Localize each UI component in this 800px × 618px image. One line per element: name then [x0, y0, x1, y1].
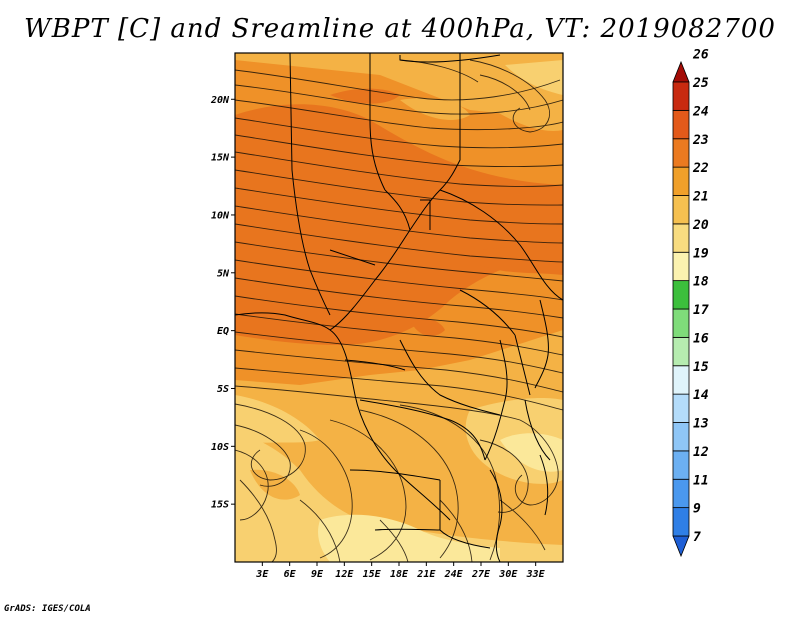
- lon-tick-label: 21E: [416, 569, 436, 580]
- wbpt-19-patch-se: [500, 433, 563, 472]
- colorbar-box: [672, 507, 690, 537]
- colorbar-box: [672, 422, 690, 452]
- colorbar-level-label: 19: [693, 246, 709, 261]
- lon-tick-label: 6E: [284, 569, 297, 580]
- wbpt-21-patch-s: [250, 469, 300, 500]
- lon-tick-label: 9E: [311, 569, 324, 580]
- colorbar-box: [672, 81, 690, 111]
- colorbar-box: [672, 138, 690, 168]
- colorbar-box: [672, 280, 690, 310]
- colorbar-level-label: 21: [692, 190, 709, 205]
- colorbar-box: [672, 450, 690, 480]
- colorbar-box: [672, 166, 690, 196]
- colorbar-box: [672, 251, 690, 282]
- colorbar-box: [672, 195, 690, 225]
- colorbar-min-triangle: [672, 535, 690, 558]
- colorbar-box: [672, 393, 690, 423]
- lat-tick-label: 10N: [211, 210, 230, 221]
- lon-tick-label: 15E: [363, 569, 382, 580]
- lon-tick-label: 3E: [255, 569, 269, 580]
- lat-tick-label: EQ: [217, 326, 229, 337]
- colorbar-box: [672, 365, 690, 395]
- country-borders: [235, 53, 563, 562]
- wbpt-20-patch-north: [400, 98, 470, 120]
- colorbar-level-label: 9: [693, 502, 701, 517]
- lon-tick-label: 24E: [444, 569, 464, 580]
- colorbar-level-label: 15: [693, 360, 709, 375]
- latitude-axis: 20N 15N 10N 5N EQ 5S 10S 15S: [210, 95, 235, 511]
- lon-tick-label: 12E: [335, 569, 354, 580]
- colorbar-level-label: 20: [692, 218, 709, 233]
- colorbar-level-label: 18: [693, 275, 709, 290]
- longitude-axis: 3E 6E 9E 12E 15E 18E 21E 24E 27E 30E 33E: [255, 562, 546, 580]
- wbpt-19-patch-ne: [505, 60, 563, 95]
- lat-tick-label: 10S: [211, 442, 229, 453]
- grads-credit: GrADS: IGES/COLA: [4, 604, 91, 614]
- map-title: WBPT [C] and Sreamline at 400hPa, VT: 20…: [24, 14, 776, 44]
- wbpt-shading: [235, 53, 563, 562]
- lon-tick-label: 18E: [390, 569, 409, 580]
- colorbar-level-label: 22: [692, 161, 709, 176]
- colorbar-box: [672, 109, 690, 140]
- wbpt-23-patch-s: [410, 318, 445, 336]
- colorbar-box: [672, 478, 690, 509]
- colorbar-level-label: 25: [692, 76, 709, 91]
- colorbar-level-label: 14: [693, 388, 709, 403]
- colorbar-level-label: 24: [692, 104, 709, 119]
- lon-tick-label: 27E: [471, 569, 491, 580]
- colorbar-level-label: 13: [693, 417, 709, 432]
- lat-tick-label: 15S: [211, 500, 229, 511]
- colorbar-level-label: 16: [693, 331, 709, 346]
- colorbar-level-label: 12: [693, 445, 709, 460]
- colorbar-max-triangle: [672, 60, 690, 83]
- colorbar-level-label: 23: [692, 133, 709, 148]
- lat-tick-label: 5S: [217, 384, 229, 395]
- lon-tick-label: 33E: [526, 569, 546, 580]
- colorbar: 7 9 11 12 13 14 15 16 17 18 19 20 21 22 23 24 25 26: [672, 48, 709, 558]
- colorbar-box: [672, 308, 690, 338]
- colorbar-box: [672, 223, 690, 253]
- colorbar-level-label: 17: [693, 303, 709, 318]
- colorbar-level-label: 26: [692, 48, 709, 63]
- colorbar-level-label: 11: [693, 473, 709, 488]
- lat-tick-label: 15N: [211, 153, 230, 164]
- colorbar-box: [672, 336, 690, 367]
- wbpt-20-region-south: [235, 430, 563, 562]
- wbpt-19-patch-s: [318, 514, 500, 562]
- colorbar-level-label: 7: [693, 530, 701, 545]
- lat-tick-label: 5N: [217, 268, 230, 279]
- lon-tick-label: 30E: [498, 569, 518, 580]
- lat-tick-label: 20N: [210, 95, 230, 106]
